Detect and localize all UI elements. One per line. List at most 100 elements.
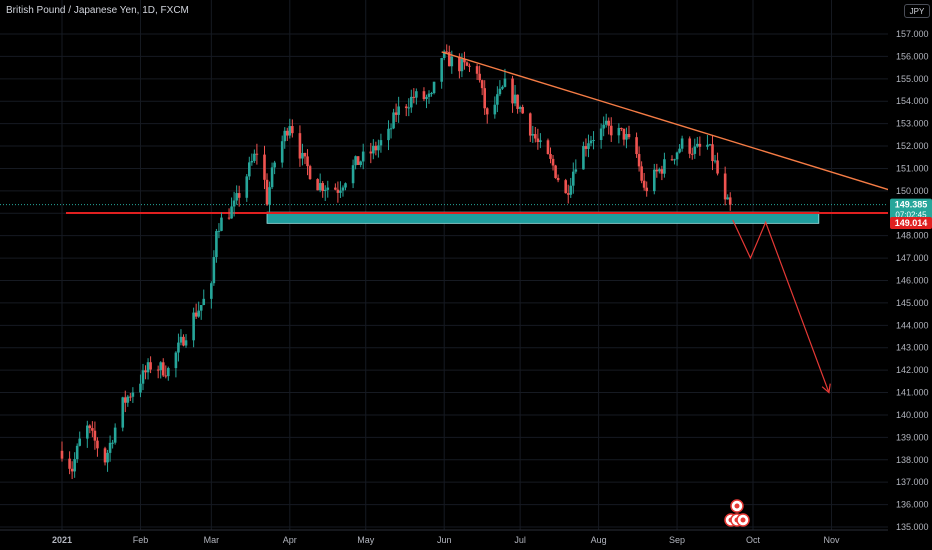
x-tick-label: Jun: [437, 535, 452, 545]
candle-body: [326, 187, 330, 190]
candle-body: [658, 169, 661, 172]
candle-body: [202, 298, 206, 305]
x-tick-label: 2021: [52, 535, 72, 545]
event-marker-upper: [730, 499, 744, 513]
candle-body: [374, 145, 378, 151]
currency-button[interactable]: JPY: [904, 4, 930, 18]
candle-body: [339, 190, 342, 193]
candle-body: [589, 140, 593, 144]
candle-body: [361, 151, 365, 162]
candle-body: [498, 88, 502, 95]
candle-body: [675, 152, 679, 160]
candle-body: [184, 340, 188, 346]
candle-body: [688, 138, 692, 154]
candle-body: [622, 128, 626, 140]
candle-body: [698, 143, 702, 147]
event-markers: [724, 499, 750, 527]
candle-body: [445, 51, 449, 53]
candle-body: [425, 96, 428, 100]
y-tick-label: 152.000: [896, 141, 929, 151]
event-marker-dot: [734, 503, 740, 509]
y-tick-label: 135.000: [896, 522, 929, 532]
candle-body: [409, 96, 413, 108]
candle-body: [372, 145, 375, 154]
candle-body: [604, 120, 608, 125]
candle-body: [215, 231, 218, 258]
candle-body: [60, 450, 64, 459]
candle-body: [463, 58, 466, 63]
candle-body: [422, 91, 426, 100]
candle-body: [447, 51, 451, 67]
y-tick-label: 154.000: [896, 96, 929, 106]
candle-body: [564, 180, 567, 194]
candle-body: [607, 120, 611, 126]
candle-body: [625, 133, 628, 140]
candle-body: [68, 458, 71, 469]
candle-body: [369, 151, 373, 154]
candle-body: [179, 336, 183, 343]
time-axis: 2021 Feb Mar Apr May Jun Jul Aug Sep Oct Nov: [0, 529, 932, 550]
candle-body: [478, 73, 481, 81]
candle-body: [88, 425, 92, 429]
candle-body: [182, 336, 185, 346]
candle-body: [344, 183, 347, 188]
price-axis-bg: [888, 0, 932, 550]
candle-body: [582, 146, 585, 170]
candle-body: [288, 126, 292, 136]
candle-body: [690, 153, 694, 155]
candle-body: [645, 187, 648, 192]
candle-body: [620, 127, 623, 129]
candle-body: [253, 153, 256, 161]
candle-body: [430, 93, 433, 95]
candle-body: [149, 362, 152, 370]
y-tick-label: 144.000: [896, 320, 929, 330]
y-tick-label: 142.000: [896, 365, 929, 375]
candle-body: [78, 438, 82, 446]
candle-body: [602, 124, 605, 129]
y-tick-label: 145.000: [896, 298, 929, 308]
y-tick-label: 146.000: [896, 276, 929, 286]
candle-body: [359, 161, 362, 165]
candle-body: [521, 107, 524, 114]
candle-body: [139, 383, 142, 393]
candle-body: [549, 153, 552, 159]
candle-body: [493, 104, 497, 115]
candle-body: [298, 133, 302, 159]
y-tick-label: 138.000: [896, 455, 929, 465]
y-tick-label: 150.000: [896, 186, 929, 196]
candle-body: [91, 428, 94, 431]
candle-body: [265, 179, 269, 205]
candle-body: [599, 128, 603, 140]
projection-arrowhead: [821, 383, 831, 394]
candle-body: [270, 167, 274, 188]
candle-body: [301, 152, 304, 159]
candle-body: [678, 148, 681, 153]
candle-body: [534, 134, 537, 139]
candle-body: [442, 51, 446, 59]
candle-body: [291, 126, 294, 134]
candle-body: [711, 144, 714, 162]
candle-body: [263, 154, 266, 180]
candle-body: [670, 159, 674, 161]
candle-body: [427, 93, 431, 97]
candle-body: [86, 425, 89, 439]
candle-body: [199, 304, 203, 311]
x-tick-label: Aug: [591, 535, 607, 545]
candle-body: [708, 144, 712, 146]
drawing-overlay: [441, 51, 901, 394]
candle-body: [412, 96, 416, 98]
candle-body: [642, 180, 646, 188]
candle-body: [609, 125, 613, 136]
candle-body: [480, 80, 484, 89]
candle-body: [566, 193, 570, 195]
candle-body: [663, 159, 666, 174]
candle-body: [308, 166, 312, 180]
x-tick-label: Jul: [514, 535, 526, 545]
last-price-badge: [890, 198, 932, 221]
price-axis: 135.000 136.000 137.000 138.000 139.000 140.0…: [888, 0, 932, 550]
candle-body: [194, 312, 198, 317]
candle-body: [556, 177, 560, 181]
candle-body: [161, 362, 165, 376]
